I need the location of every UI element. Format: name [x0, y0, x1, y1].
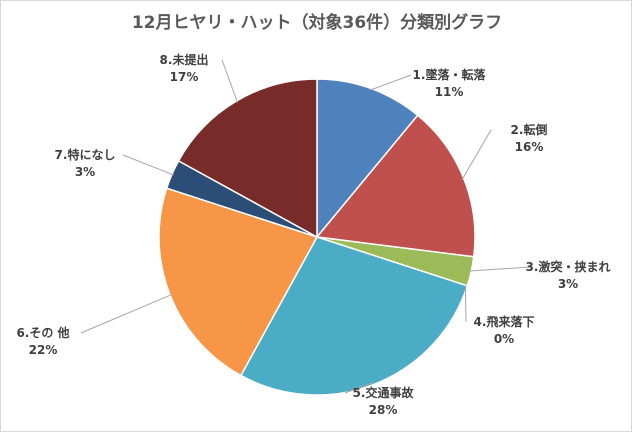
slice-category-label: 6.その 他: [16, 325, 69, 340]
leader-line-7: [122, 154, 175, 176]
pie-slice-2: [315, 114, 476, 258]
leader-line-4: [464, 285, 467, 323]
leader-line-6: [80, 293, 173, 334]
leader-line-2: [461, 129, 492, 180]
slice-category-label: 8.未提出: [160, 52, 209, 67]
slice-category-label: 7.特になし: [55, 147, 116, 162]
slice-value-label: 3%: [75, 165, 95, 179]
leader-line-1: [369, 74, 412, 91]
slice-value-label: 16%: [515, 140, 544, 154]
slice-category-label: 1.墜落・転落: [413, 67, 487, 82]
pie-slice-5: [239, 236, 469, 396]
slice-value-label: 17%: [170, 70, 199, 84]
pie-slices: [158, 78, 476, 396]
slice-category-label: 3.激突・挟まれ: [526, 259, 611, 274]
chart-title: 12月ヒヤリ・ハット（対象36件）分類別グラフ: [131, 13, 503, 33]
slice-category-label: 2.転倒: [511, 122, 548, 137]
slice-value-label: 0%: [494, 332, 514, 346]
leader-line-3: [469, 266, 531, 272]
slice-value-label: 22%: [29, 343, 58, 357]
leader-line-8: [221, 59, 239, 103]
leader-line-5: [344, 381, 375, 394]
pie-slice-1: [316, 78, 419, 240]
slice-category-label: 4.飛来落下: [474, 314, 535, 329]
slice-value-label: 3%: [558, 277, 578, 291]
slice-category-label: 5.交通事故: [353, 385, 415, 400]
slice-value-label: 28%: [369, 403, 398, 417]
slice-labels: 1.墜落・転落 11% 2.転倒 16% 3.激突・挟まれ 3% 4.飛来落下 0% 5.交通事…: [16, 52, 610, 417]
slice-value-label: 11%: [435, 85, 464, 99]
leader-lines: [80, 59, 531, 394]
